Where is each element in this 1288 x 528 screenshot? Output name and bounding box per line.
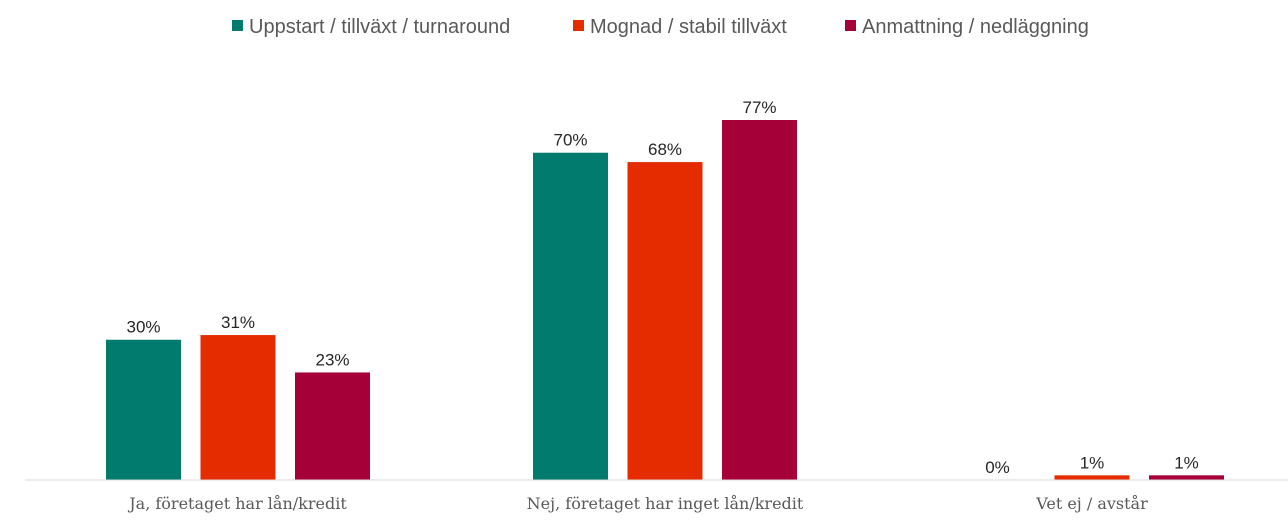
bar-2-3 [722,120,797,480]
data-label-3-2: 1% [1080,453,1105,472]
data-label-1-1: 30% [126,318,160,337]
chart-legend: Uppstart / tillväxt / turnaround Mognad /… [232,16,1089,38]
legend-swatch-2 [573,20,584,31]
bar-1-2 [200,335,276,480]
data-label-1-2: 31% [221,313,255,332]
bar-1-3 [295,372,370,480]
chart-bars [106,120,1224,480]
data-label-2-3: 77% [742,98,776,117]
legend-swatch-1 [232,20,243,31]
data-label-2-1: 70% [553,131,587,150]
data-label-1-3: 23% [315,350,349,369]
legend-label-2: Mognad / stabil tillväxt [590,16,787,38]
bar-3-2 [1054,475,1130,480]
chart-category-labels: Ja, företaget har lån/kredit Nej, företag… [127,494,1148,513]
bar-3-3 [1149,475,1224,480]
legend-label-1: Uppstart / tillväxt / turnaround [249,16,510,38]
chart-value-labels: 30% 31% 23% 70% 68% 77% 0% 1% 1% [126,98,1198,477]
bar-1-1 [106,339,181,480]
category-label-1: Ja, företaget har lån/kredit [127,494,347,513]
bar-2-1 [533,152,608,480]
legend-label-3: Anmattning / nedläggning [862,16,1089,38]
data-label-3-3: 1% [1174,453,1199,472]
category-label-2: Nej, företaget har inget lån/kredit [527,494,804,513]
legend-swatch-3 [845,20,856,31]
bar-2-2 [627,162,703,480]
category-label-3: Vet ej / avstår [1035,494,1148,513]
data-label-3-1: 0% [985,458,1010,477]
data-label-2-2: 68% [648,140,682,159]
